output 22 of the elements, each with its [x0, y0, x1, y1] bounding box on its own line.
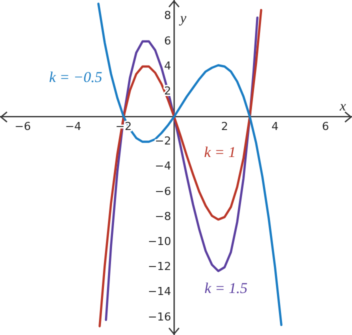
y-tick-label: −6 — [154, 184, 172, 198]
y-tick-label: −16 — [148, 310, 172, 324]
y-axis-title: y — [178, 12, 188, 27]
y-tick-label: −14 — [148, 285, 172, 298]
y-tick-label: −4 — [154, 160, 172, 173]
series-label: k = 1.5 — [204, 281, 248, 298]
x-tick-label: 2 — [221, 120, 228, 134]
x-tick-label: −6 — [14, 120, 31, 134]
y-tick-label: −10 — [148, 235, 172, 248]
y-tick-label: −8 — [154, 210, 172, 223]
series-label: k = 1 — [204, 145, 236, 162]
y-tick-label: −2 — [154, 134, 172, 148]
x-tick-label: −4 — [65, 120, 82, 134]
y-tick-label: 6 — [164, 34, 172, 48]
y-tick-label: 8 — [164, 9, 172, 22]
y-tick-label: 4 — [164, 59, 172, 72]
x-tick-label: 6 — [322, 120, 330, 134]
y-tick-label: −12 — [148, 260, 172, 274]
x-tick-label: 4 — [272, 120, 279, 134]
y-tick-label: 2 — [164, 84, 172, 98]
series-label: k = −0.5 — [49, 70, 103, 86]
x-axis-title: x — [338, 99, 347, 114]
